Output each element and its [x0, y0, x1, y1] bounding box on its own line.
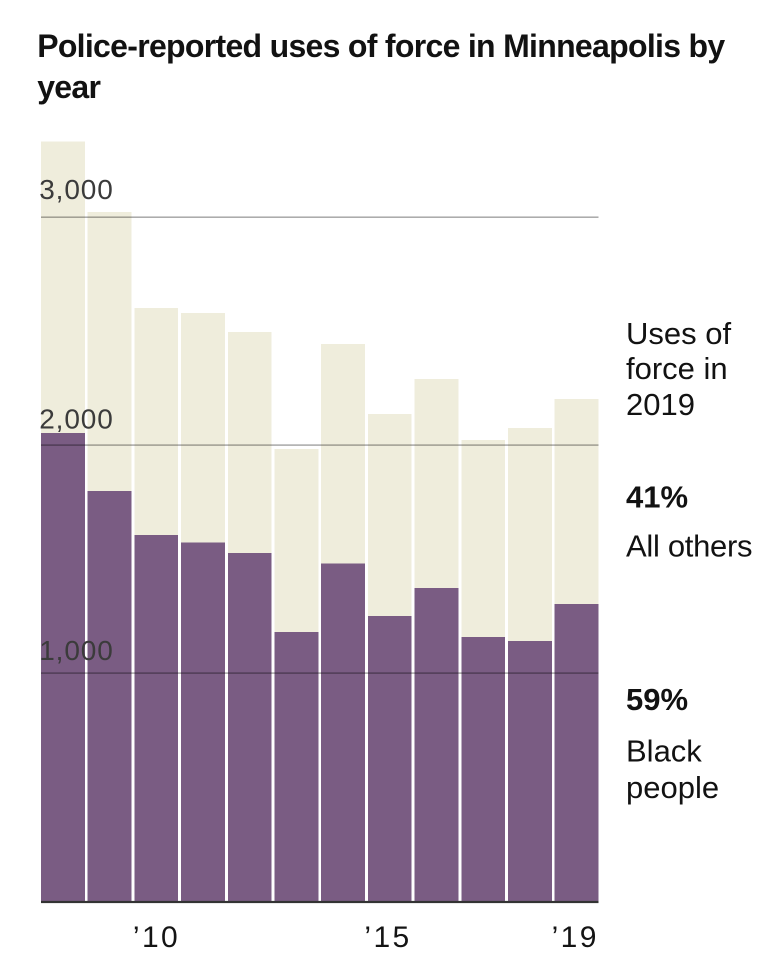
svg-text:3,000: 3,000: [39, 174, 114, 205]
svg-text:Black: Black: [626, 734, 702, 769]
svg-text:Uses of: Uses of: [626, 316, 731, 351]
svg-text:1,000: 1,000: [39, 635, 114, 666]
svg-text:year: year: [37, 69, 100, 105]
svg-text:’15: ’15: [364, 921, 411, 954]
svg-text:’10: ’10: [133, 921, 180, 954]
svg-text:force in: force in: [626, 351, 728, 386]
svg-text:59%: 59%: [626, 682, 688, 717]
svg-text:Police-reported uses of force: Police-reported uses of force in Minneap…: [37, 28, 725, 64]
svg-text:2,000: 2,000: [39, 404, 114, 435]
svg-text:All others: All others: [626, 528, 752, 563]
svg-text:people: people: [626, 770, 719, 805]
svg-text:2019: 2019: [626, 387, 695, 422]
svg-text:41%: 41%: [626, 480, 688, 515]
svg-text:’19: ’19: [552, 921, 599, 954]
